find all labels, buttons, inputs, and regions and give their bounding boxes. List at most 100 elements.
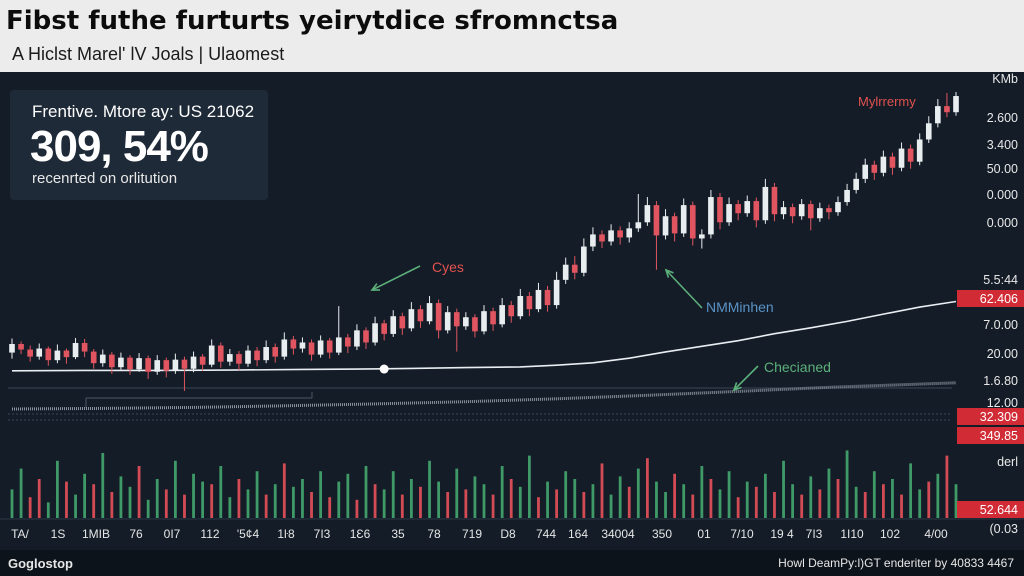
candle-body [590, 234, 596, 247]
volume-bar [264, 494, 268, 518]
x-tick-label: 19 4 [770, 527, 794, 541]
candle-body [254, 350, 260, 361]
volume-bar [310, 492, 313, 518]
volume-bar [682, 484, 686, 518]
volume-bar [482, 484, 486, 518]
price-tag-bg [957, 501, 1024, 518]
volume-bar [146, 499, 150, 518]
volume-bar [927, 481, 931, 518]
candle-body [753, 201, 760, 221]
x-tick-label: '5¢4 [237, 527, 260, 541]
volume-bar [83, 473, 87, 518]
candle-body [798, 204, 805, 217]
candle-body [817, 208, 823, 219]
candle-body [944, 106, 950, 113]
volume-bar [564, 471, 568, 518]
volume-bar [700, 466, 704, 518]
volume-bar [400, 494, 404, 518]
volume-bar [228, 497, 232, 518]
stat-value: 309, 54% [30, 122, 209, 171]
candle-body [444, 312, 451, 331]
candle-body [245, 350, 251, 364]
candle-body [45, 348, 52, 361]
x-tick-label: 7/10 [730, 527, 754, 541]
candle-body [36, 348, 43, 357]
volume-bar [55, 460, 59, 518]
volume-bar [918, 489, 922, 518]
candle-body [744, 201, 751, 214]
volume-bar [537, 497, 540, 518]
candle-body [417, 309, 424, 322]
candle-body [517, 296, 524, 317]
volume-bar [609, 494, 613, 518]
price-axis-label: 349.85 [980, 429, 1018, 443]
volume-bar [409, 479, 413, 518]
stat-label: Frentive. Mtore ay: US 21062 [32, 102, 255, 121]
candle-body [299, 342, 306, 349]
x-tick-label: 1MIB [82, 527, 110, 541]
volume-bar [745, 481, 749, 518]
volume-bar [74, 494, 77, 518]
volume-bar [128, 486, 132, 518]
candle-body [907, 148, 914, 162]
x-tick-label: 76 [129, 527, 143, 541]
x-tick-label: 1I10 [840, 527, 864, 541]
candle-body [435, 303, 442, 331]
candle-body [853, 178, 859, 190]
volume-bar [945, 455, 949, 518]
candle-body [553, 279, 560, 306]
volume-bar [736, 497, 740, 518]
candle-body [90, 351, 97, 364]
candle-body [771, 186, 778, 215]
price-axis-label: 7.0.00 [983, 318, 1018, 332]
volume-bar [854, 486, 858, 518]
volume-bar [19, 468, 23, 518]
volume-bar [446, 492, 450, 518]
x-tick-label: 1S [51, 527, 66, 541]
candle-body [72, 342, 79, 358]
volume-bar [173, 460, 177, 518]
volume-bar [119, 476, 123, 518]
volume-bar [46, 502, 50, 518]
volume-bar [845, 450, 849, 518]
volume-bar [809, 476, 813, 518]
volume-bar [954, 484, 958, 518]
volume-bar [219, 466, 223, 518]
candle-body [390, 316, 397, 334]
volume-bar [773, 492, 776, 518]
volume-bar [664, 492, 667, 518]
x-tick-label: 112 [200, 527, 219, 541]
volume-bar [437, 481, 441, 518]
header-bar: Fibst futhe furturts yeirytdice sfromnct… [0, 0, 1024, 72]
volume-bar [464, 489, 468, 518]
candle-body [608, 230, 614, 242]
volume-bar [709, 479, 713, 518]
volume-bar [909, 463, 913, 518]
candle-body [844, 189, 850, 203]
candle-body [717, 197, 723, 223]
volume-bar [582, 492, 586, 518]
volume-bar [863, 492, 867, 518]
candle-body [490, 311, 496, 325]
page-title: Fibst futhe furturts yeirytdice sfromnct… [6, 6, 619, 36]
candle-body [163, 360, 170, 371]
candle-body [898, 148, 905, 168]
volume-bar [500, 466, 504, 518]
volume-bar [827, 468, 831, 518]
volume-bar [291, 486, 295, 518]
candle-body [653, 205, 660, 236]
volume-bar [900, 494, 903, 518]
volume-bar [691, 494, 695, 518]
footer-bar: Goglostop Howl DeamPy:l)GT enderiter by … [0, 550, 1024, 576]
volume-bar [428, 460, 431, 518]
candle-body [708, 197, 714, 235]
candle-body [571, 264, 578, 273]
volume-bar [754, 486, 758, 518]
volume-bar [183, 494, 186, 518]
candle-body [735, 204, 741, 214]
candle-body [181, 359, 188, 369]
volume-bar [872, 471, 876, 518]
x-tick-label: 102 [880, 527, 900, 541]
candle-body [789, 207, 796, 217]
